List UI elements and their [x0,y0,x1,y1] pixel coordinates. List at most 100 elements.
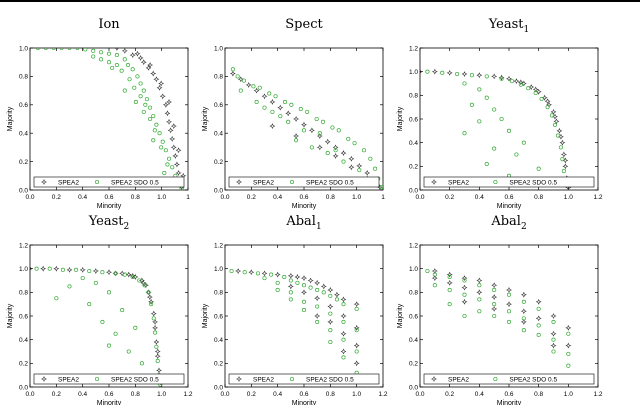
point-spea2-sdo [47,266,52,271]
point-spea2 [532,86,539,93]
point-spea2-sdo [80,276,85,281]
point-spea2-sdo [566,363,571,368]
point-spea2-sdo [91,54,96,59]
point-spea2 [491,282,498,289]
point-spea2 [520,319,527,325]
point-spea2-sdo [141,88,146,93]
point-spea2-sdo [440,70,445,75]
point-spea2 [476,277,483,284]
point-spea2 [513,78,520,85]
point-spea2 [340,313,347,319]
point-spea2-sdo [308,285,313,290]
legend-marker-spea2-sdo [493,376,498,382]
point-spea2-sdo [549,113,555,118]
point-spea2 [166,118,172,125]
point-spea2-sdo [132,85,137,90]
y-tick-label: 0.8 [214,74,223,81]
point-spea2 [113,48,120,51]
point-spea2-sdo [354,349,359,354]
point-spea2-sdo [328,339,333,345]
point-spea2-sdo [294,138,299,143]
point-spea2 [235,268,242,274]
point-spea2-sdo [533,90,538,96]
x-tick-label: 1 [381,194,385,201]
point-spea2-sdo [354,328,359,333]
point-spea2-sdo [301,299,307,304]
point-spea2-sdo [357,168,362,173]
point-spea2 [293,133,300,139]
point-spea2-sdo [333,148,338,153]
y-tick-label: 0.8 [409,93,418,100]
point-spea2-sdo [157,131,162,136]
x-tick-label: 1.2 [183,391,192,398]
point-spea2 [340,330,347,337]
point-spea2 [528,84,535,90]
point-spea2-sdo [368,156,373,161]
point-spea2 [153,339,160,345]
legend-box [228,373,380,385]
point-spea2 [324,138,331,145]
chart-panel-5: Abal1 0.0 0.2 0.4 0.6 0.8 1.0 1.2 0.0 0.2 0.4 0.6 0.… [202,214,388,405]
point-spea2 [332,153,339,159]
point-spea2-sdo [341,302,346,307]
point-spea2 [320,283,327,290]
point-spea2 [353,342,360,349]
legend: SPEA2 SPEA2 SDO 0.5 [33,176,185,188]
point-spea2 [119,270,126,277]
point-spea2-sdo [506,309,512,314]
point-spea2-sdo [536,332,541,337]
point-spea2 [340,296,347,303]
y-tick-label: 0.0 [19,187,28,194]
point-spea2-sdo [278,114,283,119]
point-spea2 [248,269,255,276]
point-spea2 [156,84,163,91]
point-spea2 [245,82,252,88]
y-tick-label: 0.8 [19,74,28,81]
point-spea2 [446,271,453,278]
data-points [229,67,383,190]
y-tick-label: 1.0 [19,266,28,273]
point-spea2-sdo [288,297,293,302]
x-tick-label: 0.6 [504,391,513,398]
point-spea2 [556,127,563,134]
point-spea2-sdo [521,316,526,321]
point-spea2-sdo [148,105,153,110]
point-spea2-sdo [110,65,115,70]
legend-label-spea2: SPEA2 [448,179,469,186]
y-tick-label: 1.2 [214,242,223,249]
point-spea2-sdo [462,81,467,86]
point-spea2-sdo [138,81,143,86]
point-spea2-sdo [555,133,561,138]
legend-box [228,176,380,188]
point-spea2-sdo [83,48,88,52]
chart-panel-1: Ion 0.0 0.2 0.4 0.6 0.8 1.0 1 0.0 0.2 0.4 0.6 0.8 1.0… [7,17,190,210]
point-spea2-sdo [477,87,482,92]
point-spea2-sdo [560,157,565,162]
point-spea2-sdo [67,48,72,51]
point-spea2-sdo [127,77,132,82]
point-spea2-sdo [341,355,346,360]
point-spea2-sdo [275,280,280,285]
point-spea2-sdo [155,358,160,364]
point-spea2-sdo [275,287,280,293]
x-axis-label: Minority [292,203,317,210]
point-spea2-sdo [241,78,247,83]
point-spea2-sdo [270,109,275,114]
top-rule [0,0,640,2]
point-spea2-sdo [130,67,135,72]
x-tick-label: 0.2 [445,391,454,398]
point-spea2-sdo [106,60,112,65]
point-spea2-sdo [286,119,291,124]
point-spea2-sdo [477,119,482,124]
y-tick-label: 0.8 [19,290,28,297]
point-spea2-sdo [151,316,156,321]
point-spea2-sdo [321,290,326,295]
legend: SPEA2 SPEA2 SDO 0.5 [228,176,380,188]
point-spea2 [559,139,566,146]
point-spea2-sdo [462,278,467,283]
point-spea2-sdo [151,138,156,143]
point-spea2-sdo [558,145,563,150]
point-spea2-sdo [114,62,119,68]
point-spea2-sdo [93,280,98,285]
point-spea2 [332,144,339,151]
